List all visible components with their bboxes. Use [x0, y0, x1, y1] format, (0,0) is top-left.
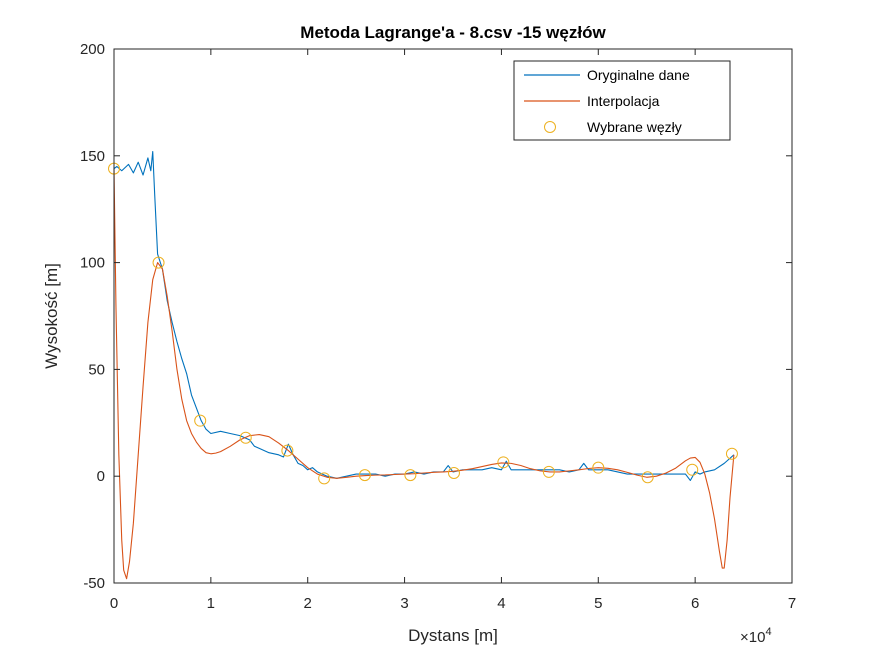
- x-tick-label: 3: [400, 595, 408, 612]
- node-marker: [281, 444, 294, 457]
- node-marker: [542, 465, 555, 478]
- y-tick-label: 200: [80, 41, 105, 58]
- axes-box: [113, 48, 793, 584]
- legend-label-original: Oryginalne dane: [587, 67, 690, 83]
- y-axis: -50 0 50 100 150 200: [80, 41, 792, 592]
- node-marker: [194, 414, 207, 427]
- node-marker: [152, 256, 165, 269]
- x-tick-label: 1: [207, 595, 215, 612]
- legend: Oryginalne dane Interpolacja Wybrane węz…: [513, 60, 731, 141]
- x-tick-label: 0: [110, 595, 118, 612]
- node-marker: [239, 431, 252, 444]
- legend-label-interpolation: Interpolacja: [587, 93, 660, 109]
- node-marker: [358, 469, 371, 482]
- node-marker: [725, 447, 738, 460]
- y-tick-label: 0: [97, 468, 105, 485]
- series-nodes: [108, 162, 738, 485]
- x-axis-label: Dystans [m]: [408, 626, 498, 645]
- node-marker: [318, 472, 331, 485]
- x-tick-label: 2: [304, 595, 312, 612]
- series-interpolation-line: [113, 168, 735, 580]
- x-tick-label: 4: [497, 595, 505, 612]
- x-tick-label: 6: [691, 595, 699, 612]
- node-marker: [641, 471, 654, 484]
- node-marker: [497, 456, 510, 469]
- y-tick-label: 50: [88, 361, 105, 378]
- x-axis: 0 1 2 3 4 5 6 7: [110, 49, 796, 612]
- node-marker: [686, 463, 699, 476]
- node-marker: [592, 461, 605, 474]
- y-axis-label: Wysokość [m]: [42, 263, 61, 369]
- y-tick-label: -50: [83, 575, 105, 592]
- node-marker: [447, 466, 460, 479]
- x-exponent-base: ×10: [740, 629, 765, 646]
- legend-label-nodes: Wybrane węzły: [587, 119, 682, 135]
- y-tick-label: 100: [80, 255, 105, 272]
- x-exponent-power: 4: [765, 626, 771, 638]
- x-tick-label: 7: [788, 595, 796, 612]
- node-marker: [404, 469, 417, 482]
- x-tick-label: 5: [594, 595, 602, 612]
- chart-title: Metoda Lagrange'a - 8.csv -15 węzłów: [300, 23, 606, 42]
- legend-swatch-nodes: [544, 121, 556, 133]
- x-exponent-label: ×104: [740, 626, 772, 646]
- y-tick-label: 150: [80, 148, 105, 165]
- series-layer: [108, 150, 738, 580]
